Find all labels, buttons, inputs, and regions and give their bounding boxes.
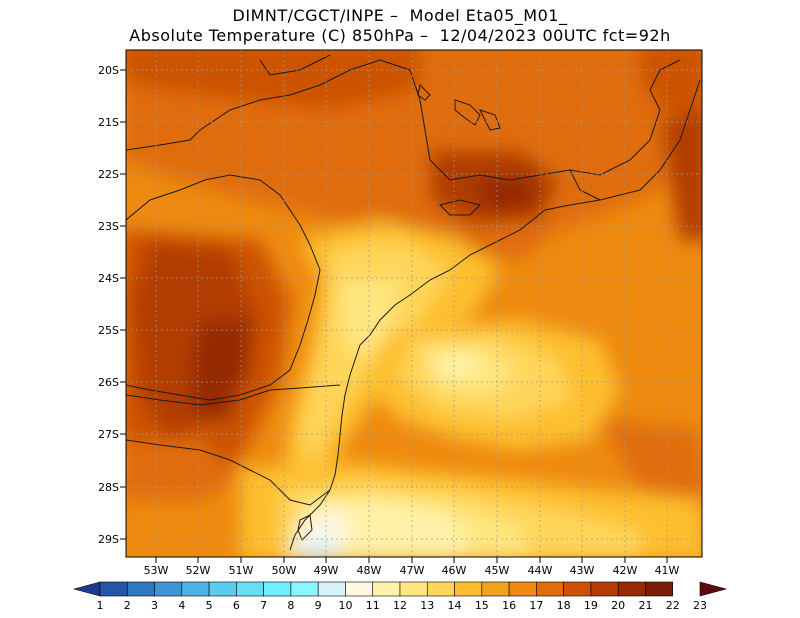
colorbar-swatch xyxy=(426,581,455,597)
colorbar-swatch xyxy=(617,581,646,597)
lon-label-53w: 53W xyxy=(144,564,169,577)
colorbar-swatch xyxy=(454,581,483,597)
lon-label-48w: 48W xyxy=(357,564,382,577)
colorbar-swatch xyxy=(372,581,401,597)
colorbar-swatch xyxy=(645,581,674,597)
colorbar-label: 5 xyxy=(206,599,213,612)
lon-label-50w: 50W xyxy=(272,564,297,577)
colorbar-label: 9 xyxy=(315,599,322,612)
lat-label-22s: 22S xyxy=(98,168,119,181)
colorbar-swatch xyxy=(508,581,537,597)
lon-label-46w: 46W xyxy=(442,564,467,577)
colorbar-label: 2 xyxy=(124,599,131,612)
lon-label-42w: 42W xyxy=(613,564,638,577)
map-frame xyxy=(125,49,703,558)
colorbar-swatch xyxy=(236,581,264,597)
lat-label-21s: 21S xyxy=(98,116,119,129)
lat-label-26s: 26S xyxy=(98,376,119,389)
colorbar-label: 6 xyxy=(233,599,240,612)
colorbar-swatch xyxy=(290,581,319,597)
lat-label-27s: 27S xyxy=(98,428,119,441)
colorbar-label: 12 xyxy=(393,599,407,612)
colorbar-swatch xyxy=(181,581,210,597)
colorbar-label: 8 xyxy=(287,599,294,612)
colorbar-label: 18 xyxy=(557,599,571,612)
colorbar-swatch xyxy=(481,581,510,597)
lon-label-45w: 45W xyxy=(485,564,510,577)
lon-label-47w: 47W xyxy=(400,564,425,577)
colorbar-label: 19 xyxy=(584,599,598,612)
lon-label-49w: 49W xyxy=(314,564,339,577)
chart-title-line-2: Absolute Temperature (C) 850hPa – 12/04/… xyxy=(129,26,671,45)
colorbar-swatch xyxy=(345,581,374,597)
colorbar-label: 13 xyxy=(420,599,434,612)
lat-label-23s: 23S xyxy=(98,220,119,233)
colorbar: 1 2 3 4 5 6 7 8 9 10 11 12 13 14 15 16 17 18 19 20 21 22 23 xyxy=(72,581,728,612)
colorbar-label: 23 xyxy=(693,599,707,612)
lat-label-24s: 24S xyxy=(98,272,119,285)
colorbar-label: 3 xyxy=(151,599,158,612)
colorbar-swatch xyxy=(563,581,592,597)
lat-label-25s: 25S xyxy=(98,324,119,337)
colorbar-swatch xyxy=(99,581,128,597)
colorbar-label: 20 xyxy=(611,599,625,612)
lon-label-51w: 51W xyxy=(229,564,254,577)
colorbar-label: 7 xyxy=(260,599,267,612)
colorbar-swatch xyxy=(317,581,346,597)
colorbar-swatch xyxy=(263,581,292,597)
latitude-axis: 20S 21S 22S 23S 24S 25S 26S 27S 28S 29S xyxy=(98,64,126,546)
colorbar-swatch xyxy=(590,581,619,597)
lon-label-43w: 43W xyxy=(570,564,595,577)
colorbar-label: 16 xyxy=(502,599,516,612)
colorbar-label: 11 xyxy=(366,599,380,612)
colorbar-label: 4 xyxy=(178,599,185,612)
lon-label-44w: 44W xyxy=(528,564,553,577)
colorbar-label: 14 xyxy=(448,599,462,612)
colorbar-label: 15 xyxy=(475,599,489,612)
lon-label-52w: 52W xyxy=(186,564,211,577)
colorbar-swatch xyxy=(154,581,183,597)
colorbar-swatch xyxy=(208,581,237,597)
colorbar-label: 10 xyxy=(338,599,352,612)
colorbar-label: 17 xyxy=(529,599,543,612)
longitude-axis: 53W 52W 51W 50W 49W 48W 47W 46W 45W 44W … xyxy=(144,557,680,577)
lon-label-41w: 41W xyxy=(655,564,680,577)
chart-title-line-1: DIMNT/CGCT/INPE – Model Eta05_M01_ xyxy=(232,6,568,25)
colorbar-swatch xyxy=(536,581,564,597)
colorbar-arrow-low xyxy=(72,581,101,597)
lat-label-29s: 29S xyxy=(98,533,119,546)
colorbar-label: 21 xyxy=(638,599,652,612)
temperature-field xyxy=(126,50,702,557)
colorbar-swatch xyxy=(126,581,155,597)
colorbar-swatch xyxy=(399,581,428,597)
boundaries xyxy=(126,54,701,551)
colorbar-arrow-high xyxy=(699,581,728,597)
lat-label-20s: 20S xyxy=(98,64,119,77)
colorbar-label: 22 xyxy=(666,599,680,612)
lat-label-28s: 28S xyxy=(98,481,119,494)
colorbar-label: 1 xyxy=(97,599,104,612)
grid-lines xyxy=(126,50,702,557)
